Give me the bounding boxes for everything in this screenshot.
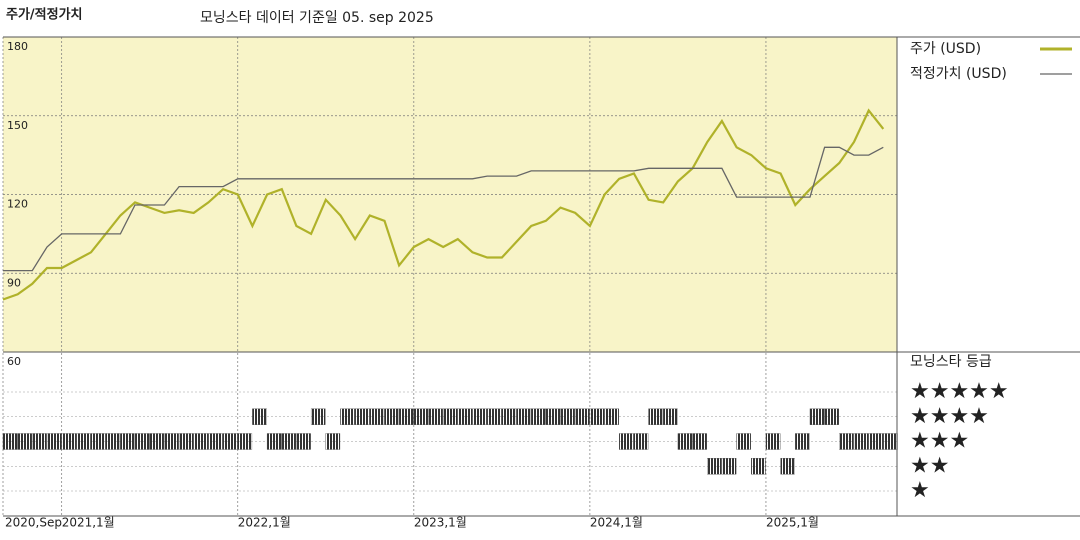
x-tick-label: 2022,1월 [238,516,291,530]
rating-bar [178,433,194,450]
rating-bar [193,433,209,450]
y-tick-label: 180 [7,40,28,53]
rating-bar [443,408,458,425]
rating-bar [164,433,179,450]
rating-bar [90,433,106,450]
rating-bar [369,408,385,425]
rating-bar [765,433,781,450]
rating-bar [76,433,91,450]
chart-title: 주가/적정가치 [6,7,83,23]
rating-bar [296,433,311,450]
rating-bar [780,458,795,475]
rating-bar [663,408,678,425]
rating-bar [384,408,399,425]
rating-bar [824,408,839,425]
rating-bar [281,433,297,450]
rating-bar [501,408,517,425]
rating-bar [105,433,121,450]
rating-legend-label: ★ [910,478,930,503]
rating-bar [237,433,253,450]
rating-bar [398,408,414,425]
rating-bar [589,408,605,425]
rating-bar [883,433,898,450]
rating-bar [736,433,751,450]
rating-bar [208,433,223,450]
rating-bar [252,408,267,425]
x-tick-label: 2024,1월 [590,516,643,530]
x-tick-label: 2023,1월 [414,516,467,530]
rating-bar [839,433,854,450]
rating-bar [619,433,634,450]
rating-bar [853,433,869,450]
rating-bar [222,433,238,450]
rating-bar [487,408,502,425]
y-tick-label: 120 [7,198,28,211]
rating-bar [354,408,370,425]
series-line [2,108,885,301]
rating-bar [721,458,737,475]
rating-bar [868,433,883,450]
rating-legend-label: ★★★★★ [910,379,1009,404]
rating-bar [428,408,443,425]
rating-bar [692,433,707,450]
rating-bar [340,408,355,425]
rating-bar [707,458,722,475]
rating-bar [2,433,18,450]
rating-bar [795,433,810,450]
rating-bar [575,408,590,425]
rating-bar [134,433,150,450]
y-tick-label: 90 [7,276,21,289]
rating-legend-label: ★★★ [910,429,969,454]
rating-bar [61,433,77,450]
rating-bar [413,408,429,425]
y-tick-label: 60 [7,355,21,368]
rating-bar [531,408,546,425]
rating-bar [46,433,62,450]
rating-bar [17,433,32,450]
rating-bar [809,408,825,425]
rating-bar [633,433,649,450]
rating-bar [677,433,693,450]
rating-bar [604,408,619,425]
rating-bar [120,433,135,450]
rating-bar [149,433,165,450]
rating-bar [560,408,575,425]
x-tick-label: 2020,Sep [5,516,62,530]
rating-bar [32,433,47,450]
rating-bar [516,408,531,425]
chart-subtitle: 모닝스타 데이터 기준일 05. sep 2025 [200,10,434,26]
y-tick-label: 150 [7,119,28,132]
rating-bar [457,408,473,425]
rating-bar [325,433,341,450]
rating-legend-label: ★★★★ [910,404,989,429]
rating-bar [472,408,487,425]
rating-bar [545,408,561,425]
series-line [3,146,884,272]
rating-bar [751,458,766,475]
plot-background [3,37,897,352]
rating-bar [266,433,282,450]
legend-label: 적정가치 (USD) [910,66,1007,82]
rating-bar [648,408,663,425]
x-tick-label: 2025,1월 [766,516,819,530]
x-tick-label: 2021,1월 [62,516,115,530]
rating-bar [310,408,326,425]
legend-label: 주가 (USD) [910,41,981,57]
rating-title: 모닝스타 등급 [910,354,992,370]
rating-legend-label: ★★ [910,453,949,478]
